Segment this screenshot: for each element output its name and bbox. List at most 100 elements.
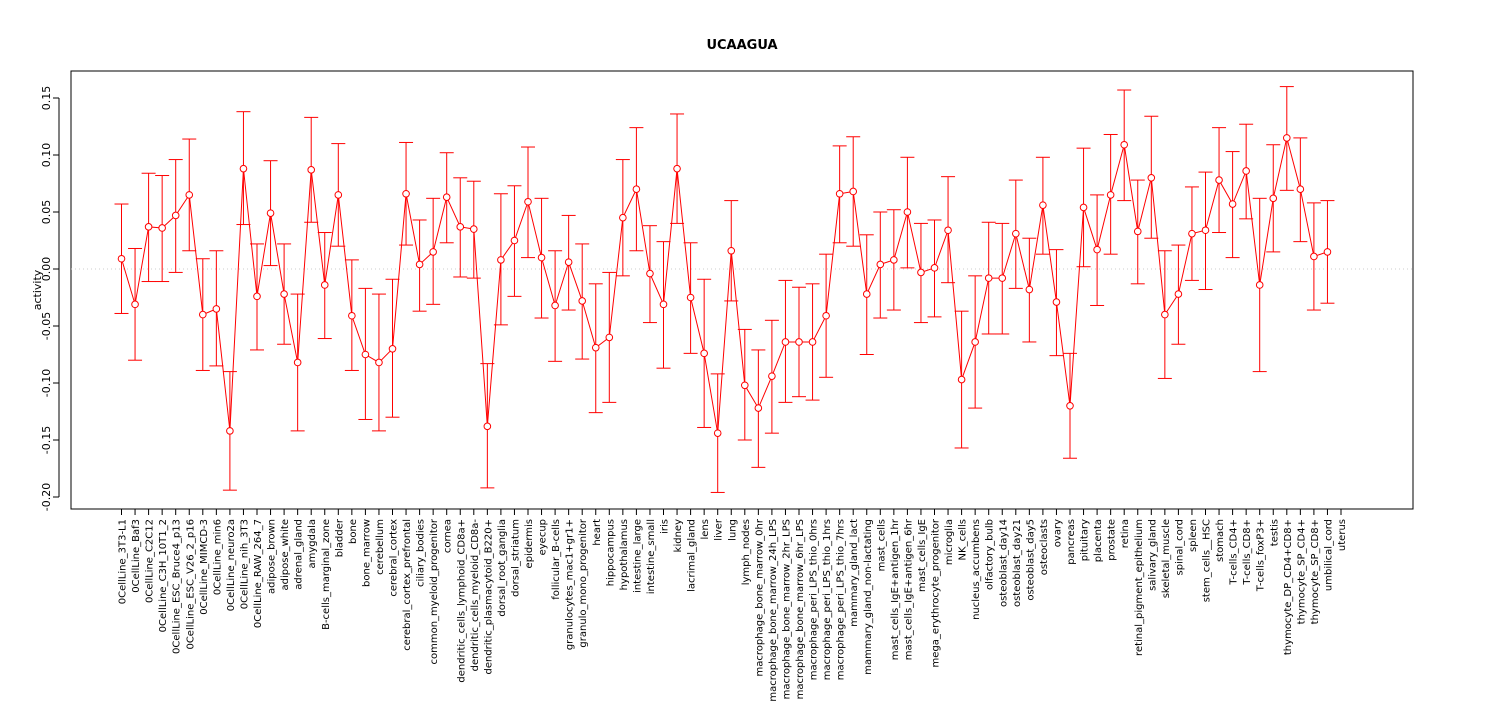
x-tick-label: stem_cells__HSC xyxy=(1202,519,1213,602)
data-point xyxy=(1296,185,1305,193)
data-point xyxy=(1269,194,1278,203)
x-tick-label: skeletal_muscle xyxy=(1161,519,1172,598)
data-point xyxy=(253,292,261,301)
y-tick-label: 0.10 xyxy=(40,143,53,168)
data-point xyxy=(727,246,736,255)
data-point xyxy=(591,343,600,352)
x-axis: 0CellLine_3T3-L1 0CellLine_Baf3 0CellLine_… xyxy=(118,508,1348,702)
data-point xyxy=(470,225,478,233)
x-tick-label: B-cells_marginal_zone xyxy=(321,519,332,630)
data-point xyxy=(212,305,221,313)
data-point xyxy=(185,191,194,199)
data-point xyxy=(673,164,681,173)
x-tick-label: microglia xyxy=(944,519,955,565)
data-point xyxy=(1025,285,1034,294)
x-tick-label: retina xyxy=(1120,519,1131,548)
x-tick-label: intestine_small xyxy=(646,519,657,594)
x-tick-label: 0CellLine_C3H_10T1_2 xyxy=(158,519,169,632)
y-tick-label: 0.05 xyxy=(40,200,53,225)
data-point xyxy=(199,310,207,319)
x-tick-label: granulocytes_mac1+gr1+ xyxy=(565,519,576,650)
x-tick-label: macrophage_peri_LPS_thio_0hrs xyxy=(809,519,820,680)
x-tick-label: salivary_gland xyxy=(1147,519,1158,591)
data-point xyxy=(429,248,437,256)
data-point xyxy=(890,256,898,264)
x-tick-label: dendritic_cells_lymphoid_CD8a+ xyxy=(456,519,467,683)
x-tick-label: mast_cells_IgE xyxy=(917,519,928,592)
data-point xyxy=(1215,176,1223,184)
x-tick-label: dorsal_striatum xyxy=(510,519,521,597)
x-tick-label: thymocyte_SP_CD4+ xyxy=(1296,519,1307,624)
x-tick-label: follicular_B-cells xyxy=(551,519,562,600)
x-tick-label: ovary xyxy=(1052,519,1063,547)
x-tick-label: 0CellLine_min6 xyxy=(212,519,223,595)
x-tick-label: dendritic_cells_myeloid_CD8a- xyxy=(470,519,481,672)
data-point xyxy=(984,274,993,282)
x-tick-label: thymocyte_DP_CD4+CD8+ xyxy=(1283,519,1294,655)
data-point xyxy=(280,290,288,298)
x-tick-label: iris xyxy=(660,519,671,534)
data-point xyxy=(415,260,424,269)
x-tick-label: liver xyxy=(714,518,725,541)
x-tick-label: 0CellLine_Baf3 xyxy=(131,519,142,593)
data-point xyxy=(375,358,383,367)
x-tick-label: macrophage_bone_marrow_0hr xyxy=(754,518,765,676)
y-tick-label: -0.10 xyxy=(40,369,53,397)
data-point xyxy=(334,191,343,199)
x-tick-label: pituitary xyxy=(1080,519,1091,561)
data-point xyxy=(876,260,885,269)
data-point xyxy=(510,236,519,245)
x-tick-label: nucleus_accumbens xyxy=(971,519,982,620)
data-point xyxy=(226,427,234,435)
x-tick-label: stomach xyxy=(1215,519,1226,562)
y-tick-label: -0.05 xyxy=(40,312,53,340)
data-point xyxy=(1079,203,1088,212)
data-point xyxy=(483,422,492,431)
x-tick-label: T-cells_CD8+ xyxy=(1242,519,1253,586)
x-tick-label: placenta xyxy=(1093,519,1104,562)
data-point xyxy=(564,258,573,266)
x-tick-label: mammary_gland_non-lactating xyxy=(863,519,874,675)
data-point xyxy=(768,372,776,380)
x-tick-label: 0CellLine_RAW_264_7 xyxy=(253,519,264,628)
data-point xyxy=(117,254,126,263)
x-tick-label: ciliary_bodies xyxy=(416,519,427,587)
y-tick-label: -0.20 xyxy=(40,483,53,511)
x-tick-label: granulo_mono_progenitor xyxy=(578,518,589,647)
data-point xyxy=(822,311,830,320)
data-point xyxy=(741,381,749,390)
x-tick-label: spleen xyxy=(1188,519,1199,552)
data-point xyxy=(1323,248,1332,256)
x-tick-label: mast_cells_IgE+antigen_6hr xyxy=(903,518,914,660)
data-point xyxy=(903,208,912,216)
x-tick-label: cerebral_cortex xyxy=(389,519,400,597)
data-point xyxy=(1093,245,1101,254)
x-tick-label: lacrimal_gland xyxy=(687,519,698,592)
data-point xyxy=(307,166,316,174)
x-tick-label: dendritic_plasmacytoid_B220+ xyxy=(483,519,494,675)
data-point xyxy=(578,297,587,305)
x-tick-label: retinal_pigment_epithelium xyxy=(1134,519,1145,656)
x-tick-label: macrophage_bone_marrow_2hr_LPS xyxy=(781,519,792,699)
x-tick-label: T-cells_CD4+ xyxy=(1229,519,1240,586)
data-point xyxy=(266,209,275,217)
data-point xyxy=(781,338,790,346)
data-point xyxy=(646,269,654,278)
x-tick-label: prostate xyxy=(1107,519,1118,561)
x-tick-label: osteoblast_day14 xyxy=(998,519,1009,607)
x-tick-label: 0CellLine_ESC_Bruce4_p13 xyxy=(172,519,183,654)
data-point xyxy=(1228,200,1237,208)
x-tick-label: 0CellLine_3T3-L1 xyxy=(118,519,129,604)
data-point xyxy=(835,189,844,198)
data-point xyxy=(917,268,925,277)
data-point xyxy=(361,350,370,359)
data-point xyxy=(1012,229,1020,238)
x-tick-label: bladder xyxy=(334,518,345,557)
x-tick-label: osteoblast_day21 xyxy=(1012,519,1023,607)
data-point xyxy=(849,187,858,196)
y-tick-label: 0.00 xyxy=(40,257,53,282)
x-tick-label: macrophage_bone_marrow_24h_LPS xyxy=(768,519,779,702)
x-tick-label: macrophage_bone_marrow_6hr_LPS xyxy=(795,519,806,699)
x-tick-label: eyecup xyxy=(538,519,549,555)
